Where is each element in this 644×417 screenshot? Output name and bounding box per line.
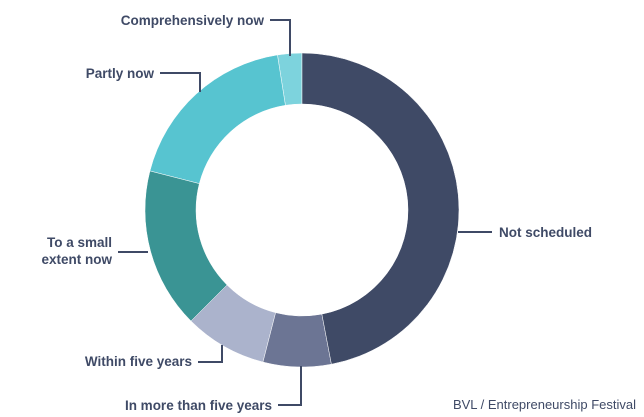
donut-slice bbox=[262, 312, 332, 368]
source: BVL / Entrepreneurship Festival bbox=[452, 397, 636, 412]
donut-slice bbox=[144, 170, 228, 322]
slice-label: Not scheduled bbox=[499, 225, 593, 240]
leader-line bbox=[278, 366, 302, 406]
slice-label: Comprehensively now bbox=[120, 13, 264, 28]
slice-label: To a small extent now bbox=[41, 235, 112, 267]
donut-slice bbox=[149, 54, 286, 184]
slice-label: Within five years bbox=[84, 354, 192, 369]
slice-label: In more than five years bbox=[124, 398, 272, 413]
leader-line bbox=[160, 72, 201, 92]
donut-slice bbox=[301, 52, 460, 365]
leader-line bbox=[198, 345, 223, 363]
leader-lines bbox=[118, 19, 492, 406]
slice-label: Partly now bbox=[85, 66, 154, 81]
leader-line bbox=[270, 19, 291, 56]
donut-slice bbox=[190, 284, 276, 363]
